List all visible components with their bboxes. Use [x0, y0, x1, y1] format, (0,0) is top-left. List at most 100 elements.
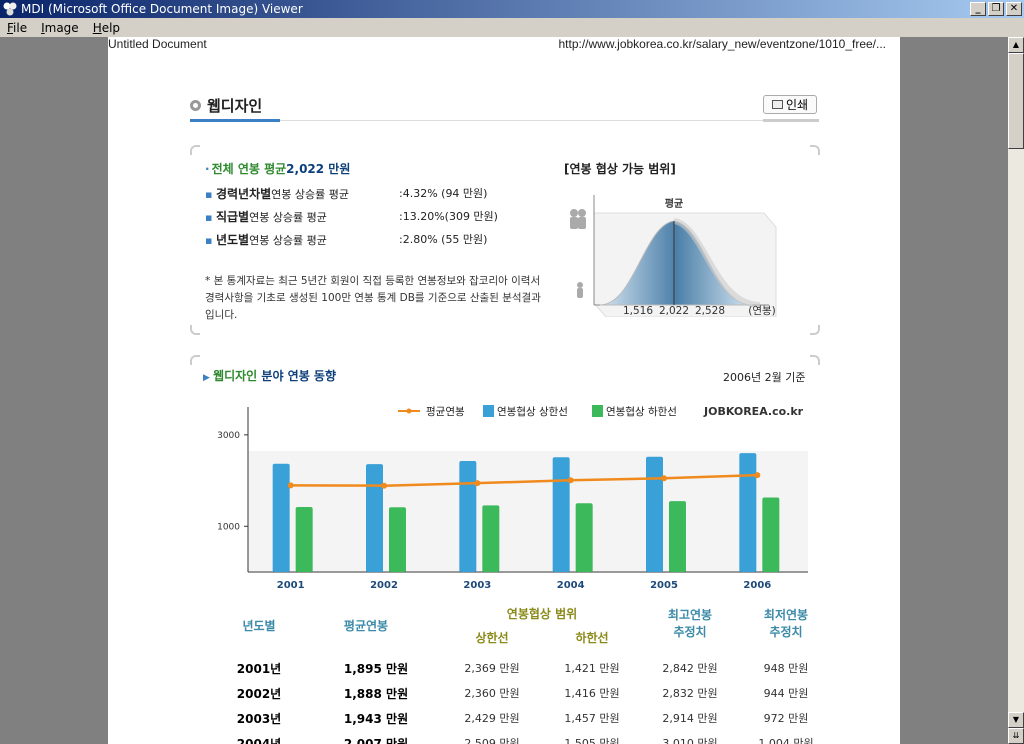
x-tick-label: 2006 [743, 580, 771, 591]
trend-title: ▶ 웹디자인 분야 연봉 동향 [203, 367, 336, 384]
legend-lower: 연봉협상 하한선 [606, 405, 677, 418]
avg-value: 2,022 만원 [286, 162, 351, 176]
stat-career-text: 연봉 상승률 평균 [271, 188, 349, 201]
trend-date: 2006년 2월 기준 [723, 371, 806, 384]
summary-box [190, 145, 820, 335]
menu-help[interactable]: Help [92, 20, 121, 35]
table-row: 2002년 1,888 만원 2,360 만원 1,416 만원 2,832 만… [236, 687, 809, 701]
y-tick-label: 1000 [217, 522, 240, 532]
bar-lower [482, 505, 500, 572]
title-divider [280, 120, 818, 121]
jobkorea-logo: JOBKOREA.co.kr [703, 405, 804, 418]
stat-position-value: :13.20%(309 만원) [399, 210, 498, 223]
overall-average: · 전체 연봉 평균2,022 만원 [205, 160, 350, 177]
bell-peak-label: 평균 [665, 197, 683, 210]
mdi-viewer-icon [3, 2, 17, 16]
page-header-url: http://www.jobkorea.co.kr/salary_new/eve… [558, 37, 886, 51]
title-underline [190, 119, 280, 122]
avg-point [287, 482, 294, 489]
bar-upper [646, 456, 663, 572]
th-min: 최저연봉 추정치 [763, 608, 809, 639]
print-button[interactable]: 인쇄 [763, 95, 817, 114]
bullet-icon: · [205, 162, 210, 176]
stat-position-label: 직급별 [215, 210, 250, 224]
menu-image[interactable]: Image [41, 20, 79, 35]
document-page: Untitled Document http://www.jobkorea.co… [108, 37, 900, 744]
stat-position-text: 연봉 상승률 평균 [249, 211, 327, 224]
th-max: 최고연봉 추정치 [667, 608, 713, 639]
bar-upper [552, 457, 570, 572]
scroll-down-icon[interactable]: ▼ [1008, 712, 1024, 728]
trend-title-field: 웹디자인 [213, 369, 258, 383]
arrow-right-icon: ▶ [203, 373, 214, 383]
bar-lower [389, 507, 406, 572]
legend-upper: 연봉협상 상한선 [497, 405, 568, 418]
page-header-title: Untitled Document [108, 37, 207, 51]
bar-lower [762, 497, 780, 572]
negotiation-bell-chart: 평균 1,516 2,022 2,528 (연봉) [570, 195, 777, 317]
bar-upper [459, 460, 477, 572]
page-title-text: 웹디자인 [207, 97, 263, 115]
stat-row-position: ▪ 직급별연봉 상승률 평균 :13.20%(309 만원) [205, 210, 498, 224]
bar-upper [739, 453, 757, 572]
stat-career-value: :4.32% (94 만원) [399, 187, 488, 200]
bar-lower [575, 503, 593, 572]
scroll-up-icon[interactable]: ▲ [1008, 37, 1024, 53]
avg-point [567, 477, 574, 484]
avg-point [661, 475, 667, 482]
bar-upper [272, 463, 290, 572]
menu-file[interactable]: File [7, 20, 28, 35]
trend-title-rest: 분야 연봉 동향 [257, 369, 337, 383]
x-tick-label: 2005 [650, 580, 678, 591]
avg-point [381, 482, 387, 489]
x-tick-label: 2004 [557, 580, 585, 591]
table-row: 2004년 2,007 만원 2,509 만원 1,505 만원 3,010 만… [236, 737, 814, 744]
menu-bar: File Image Help [0, 18, 1024, 37]
th-lower: 하한선 [575, 631, 609, 645]
avg-line [290, 473, 758, 487]
stat-career-label: 경력년차별 [215, 187, 272, 201]
th-avg: 평균연봉 [343, 619, 389, 633]
avg-point [754, 472, 761, 479]
stat-row-year: ▪ 년도별연봉 상승률 평균 :2.80% (55 만원) [205, 233, 488, 247]
th-year: 년도별 [242, 619, 276, 633]
person-icon [570, 209, 586, 229]
bell-tick-avg: 2,022 [659, 305, 689, 317]
page-title: 웹디자인 [190, 95, 262, 116]
scroll-page-down-icon[interactable]: ⇊ [1008, 728, 1024, 744]
avg-point [474, 480, 481, 487]
scroll-thumb[interactable] [1008, 53, 1024, 149]
x-tick-label: 2002 [370, 580, 398, 591]
vertical-scrollbar[interactable]: ▲ ▼ ⇊ [1008, 37, 1024, 744]
close-button[interactable]: ✕ [1006, 2, 1022, 16]
bell-tick-high: 2,528 [695, 305, 725, 317]
printer-icon [771, 100, 783, 109]
stat-year-text: 연봉 상승률 평균 [249, 234, 327, 247]
stat-year-value: :2.80% (55 만원) [399, 233, 488, 246]
minimize-button[interactable]: _ [970, 2, 986, 16]
stat-year-label: 년도별 [215, 233, 250, 247]
person-small-icon [577, 282, 583, 298]
th-range: 연봉협상 범위 [506, 607, 578, 621]
window-title: MDI (Microsoft Office Document Image) Vi… [21, 2, 303, 16]
table-row: 2001년 1,895 만원 2,369 만원 1,421 만원 2,842 만… [236, 662, 809, 676]
document-viewport[interactable]: Untitled Document http://www.jobkorea.co… [0, 37, 1008, 744]
table-row: 2003년 1,943 만원 2,429 만원 1,457 만원 2,914 만… [236, 712, 809, 726]
window-titlebar[interactable]: MDI (Microsoft Office Document Image) Vi… [0, 0, 1024, 18]
avg-label: 전체 연봉 평균 [211, 162, 287, 176]
x-tick-label: 2001 [277, 580, 305, 591]
bell-unit: (연봉) [748, 305, 776, 317]
print-underline [763, 119, 819, 122]
y-tick-label: 3000 [217, 431, 240, 441]
th-upper: 상한선 [475, 631, 509, 645]
statistics-note: * 본 통계자료는 최근 5년간 회원이 직접 등록한 연봉정보와 잡코리아 이… [205, 275, 541, 321]
bar-upper [366, 464, 383, 572]
salary-trend-chart: 평균연봉 연봉협상 상한선 연봉협상 하한선 JOBKOREA.co.kr 10… [217, 405, 808, 591]
trend-box [190, 355, 820, 744]
bell-tick-low: 1,516 [623, 305, 653, 317]
negotiation-range-title: [연봉 협상 가능 범위] [564, 162, 676, 176]
restore-button[interactable]: ❐ [988, 2, 1004, 16]
bar-lower [669, 501, 686, 572]
x-tick-label: 2003 [463, 580, 491, 591]
legend-avg: 평균연봉 [426, 406, 465, 418]
